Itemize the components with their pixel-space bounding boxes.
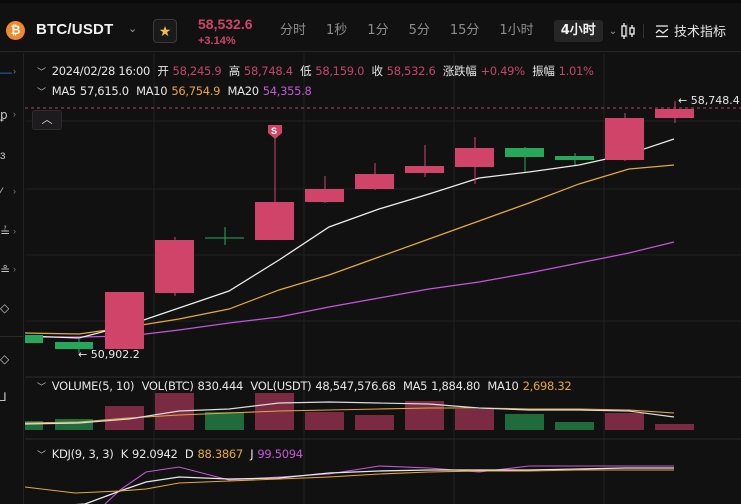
price-change-percent: +3.14% — [198, 35, 236, 47]
open-value: 58,245.9 — [172, 64, 222, 78]
open-label: 开 — [157, 64, 169, 78]
divider — [643, 24, 644, 38]
divider — [627, 24, 629, 38]
bitcoin-icon: ₿ — [6, 21, 25, 40]
kdj-legend: ﹀ KDJ(9, 3, 3) K 92.0942 D 88.3867 J 99.5094 — [37, 447, 307, 461]
ma20-label: MA20 — [227, 84, 260, 98]
text-tool[interactable]: ≟ › — [0, 223, 24, 243]
indicators-label: 技术指标 — [674, 25, 727, 40]
vol-usdt-label: VOL(USDT) — [250, 379, 312, 393]
drawing-toolbar: — › ꝑ › ɜ ⁄ › ≟ › ≗ › ◇ ◇ ⅃ — [0, 53, 24, 504]
divider — [0, 336, 24, 337]
collapse-chevron-icon[interactable]: ﹀ — [37, 68, 46, 78]
ruler-tool[interactable]: ⅃ — [0, 388, 24, 408]
expand-arrow-icon: › — [13, 109, 16, 119]
amplitude-value: 1.01% — [558, 64, 594, 78]
tab-interval-4h[interactable]: 4小时 — [553, 20, 603, 42]
tab-interval-timeline[interactable]: 分时 — [280, 23, 307, 38]
high-price-marker: ← 58,748.4 — [678, 94, 740, 107]
expand-arrow-icon: › — [13, 186, 16, 196]
change-label: 涨跌幅 — [442, 64, 477, 78]
collapse-chevron-icon[interactable]: ﹀ — [37, 451, 46, 461]
vol-usdt-value: 48,547,576.68 — [315, 379, 396, 393]
trend-line-tool[interactable]: — › — [0, 63, 24, 83]
favorite-star-button[interactable]: ★ — [153, 19, 177, 43]
tab-interval-1h[interactable]: 1小时 — [499, 23, 534, 38]
pair-selector[interactable]: BTC/USDT — [36, 21, 114, 38]
top-bar: ₿ BTC/USDT ⌄ ★ 58,532.6 +3.14% 分时 1秒 1分 … — [0, 0, 741, 52]
more-intervals-chevron-icon[interactable]: ⌄ — [608, 25, 618, 37]
trend-line-icon: — — [0, 65, 12, 79]
ma10-value: 56,754.9 — [171, 84, 221, 98]
fibonacci-icon: ɜ — [0, 148, 6, 162]
interval-tabs: 分时 1秒 1分 5分 15分 1小时 4小时 ⌄ — [280, 20, 629, 42]
k-value: 92.0942 — [132, 447, 178, 461]
collapse-chevron-icon[interactable]: ﹀ — [37, 88, 46, 98]
indicators-button[interactable]: 技术指标 — [655, 21, 726, 40]
j-value: 99.5094 — [257, 447, 303, 461]
ma-legend: ﹀ MA5 57,615.0 MA10 56,754.9 MA20 54,355.8 — [37, 84, 316, 98]
measure-icon: ◇ — [0, 301, 10, 315]
expand-arrow-icon: › — [13, 264, 16, 274]
chevron-down-icon[interactable]: ⌄ — [128, 23, 138, 35]
low-value: 58,159.0 — [315, 64, 365, 78]
close-value: 58,532.6 — [386, 64, 436, 78]
tab-interval-5m[interactable]: 5分 — [408, 23, 430, 38]
ma20-value: 54,355.8 — [262, 84, 312, 98]
ma5-value: 57,615.0 — [79, 84, 129, 98]
low-label: 低 — [300, 64, 312, 78]
vol-btc-label: VOL(BTC) — [141, 379, 194, 393]
ma10-label: MA10 — [136, 84, 168, 98]
low-price-marker: ← 50,902.2 — [78, 348, 140, 361]
change-value: +0.49% — [480, 64, 525, 78]
vol-ma10-label: MA10 — [487, 379, 519, 393]
expand-arrow-icon: › — [13, 226, 16, 236]
vol-ma5-value: 1,884.80 — [431, 379, 480, 393]
collapse-chevron-icon[interactable]: ﹀ — [37, 383, 46, 393]
measure-tool[interactable]: ◇ — [0, 299, 24, 319]
candle-datetime: 2024/02/28 16:00 — [51, 64, 151, 78]
j-label: J — [250, 447, 254, 461]
cursor-tool[interactable]: ꝑ › — [0, 106, 24, 126]
expand-arrow-icon: › — [13, 66, 16, 76]
text-icon: ≟ — [0, 225, 11, 239]
brush-tool[interactable]: ⁄ › — [0, 183, 24, 203]
last-price: 58,532.6 — [198, 16, 253, 32]
ma5-label: MA5 — [51, 84, 77, 98]
zoom-tool[interactable]: ◇ — [0, 350, 24, 370]
k-label: K — [120, 447, 129, 461]
volume-legend: ﹀ VOLUME(5, 10) VOL(BTC) 830.444 VOL(USDT)… — [37, 379, 575, 393]
high-label: 高 — [228, 64, 241, 78]
pattern-tool[interactable]: ≗ › — [0, 261, 24, 281]
indicator-chart-icon — [655, 24, 669, 37]
vol-btc-value: 830.444 — [197, 379, 244, 393]
amplitude-label: 振幅 — [532, 64, 555, 78]
tab-interval-1m[interactable]: 1分 — [367, 23, 389, 38]
d-value: 88.3867 — [197, 447, 243, 461]
chart-canvas[interactable] — [25, 53, 741, 504]
pattern-icon: ≗ — [0, 263, 11, 277]
tab-interval-15m[interactable]: 15分 — [449, 23, 480, 38]
signal-label: S — [271, 126, 278, 136]
volume-title: VOLUME(5, 10) — [51, 379, 135, 393]
zoom-icon: ◇ — [0, 352, 10, 366]
brush-icon: ⁄ — [0, 185, 3, 199]
d-label: D — [184, 447, 194, 461]
vol-ma5-label: MA5 — [402, 379, 428, 393]
sell-signal-marker[interactable] — [268, 125, 282, 139]
vol-ma10-value: 2,698.32 — [522, 379, 572, 393]
kdj-title: KDJ(9, 3, 3) — [51, 447, 114, 461]
cursor-icon: ꝑ — [0, 108, 8, 122]
ruler-icon: ⅃ — [0, 390, 7, 404]
collapse-chevron-up-button[interactable]: ︿ — [32, 110, 62, 130]
close-label: 收 — [371, 64, 383, 78]
chart-area[interactable]: ︿ S ← 58,748.4 ← 50,902.2 ﹀ 2024/02/28 16… — [25, 53, 741, 504]
tab-interval-1s[interactable]: 1秒 — [326, 23, 348, 38]
high-value: 58,748.4 — [243, 64, 293, 78]
candlestick-type-icon[interactable] — [620, 23, 636, 39]
fib-tool[interactable]: ɜ — [0, 146, 24, 166]
